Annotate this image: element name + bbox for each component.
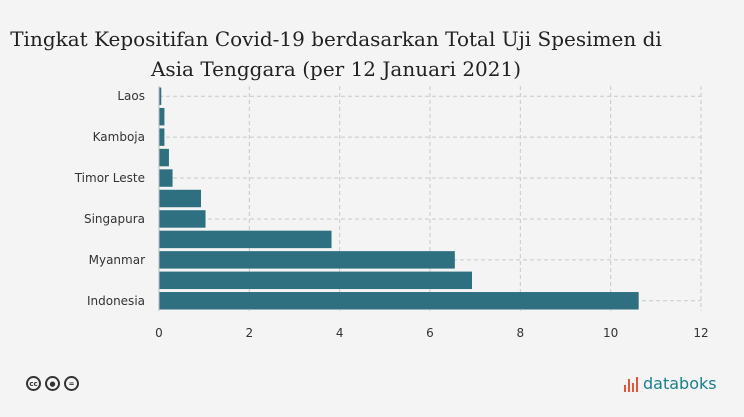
x-tick-label-12: 12 — [693, 326, 708, 340]
by-icon: ● — [45, 376, 60, 391]
x-tick-label-6: 6 — [426, 326, 434, 340]
bar-2 — [159, 128, 165, 146]
chart-title-line-2: Asia Tenggara (per 12 Januari 2021) — [150, 57, 522, 81]
bar-0 — [159, 87, 162, 105]
bar-7 — [159, 230, 332, 249]
brand-name: databoks — [643, 374, 717, 393]
x-tick-label-4: 4 — [336, 326, 344, 340]
y-tick-label-8: Myanmar — [89, 253, 145, 267]
bar-6 — [159, 210, 206, 228]
bar-10 — [159, 292, 639, 310]
x-tick-label-10: 10 — [603, 326, 618, 340]
nd-icon: = — [64, 376, 79, 391]
bar-1 — [159, 107, 165, 126]
databoks-mark-icon — [624, 376, 638, 392]
chart-title-line-1: Tingkat Kepositifan Covid-19 berdasarkan… — [10, 27, 662, 51]
y-tick-label-10: Indonesia — [87, 294, 145, 308]
y-tick-label-4: Timor Leste — [74, 171, 145, 185]
bar-4 — [159, 169, 173, 187]
y-tick-label-2: Kamboja — [93, 130, 145, 144]
bar-3 — [159, 148, 169, 167]
y-tick-label-0: Laos — [117, 89, 145, 103]
y-tick-label-6: Singapura — [84, 212, 145, 226]
databoks-logo[interactable]: databoks — [624, 374, 717, 393]
bar-8 — [159, 251, 455, 269]
chart-title: Tingkat Kepositifan Covid-19 berdasarkan… — [0, 24, 672, 84]
x-tick-label-0: 0 — [155, 326, 163, 340]
license-icons: cc ● = — [26, 376, 79, 391]
bar-9 — [159, 271, 473, 290]
bar-5 — [159, 189, 202, 208]
x-tick-label-2: 2 — [246, 326, 254, 340]
cc-icon: cc — [26, 376, 41, 391]
x-tick-label-8: 8 — [517, 326, 525, 340]
